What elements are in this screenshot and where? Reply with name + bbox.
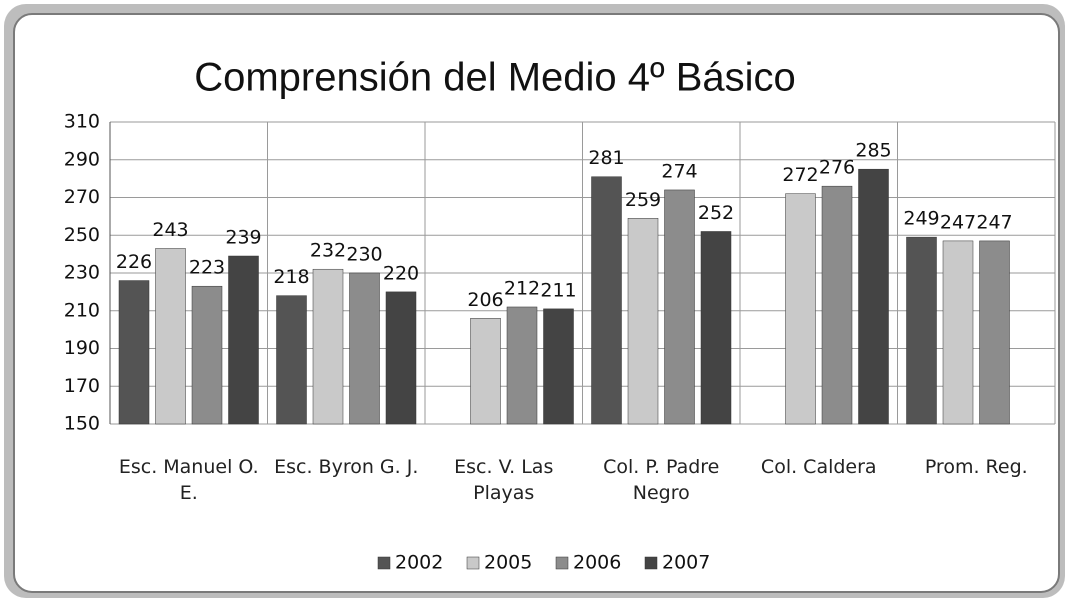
data-label: 230 [346, 244, 382, 266]
bar [664, 189, 695, 425]
bar [118, 280, 150, 425]
frame-inner [13, 13, 1060, 593]
bar [276, 295, 307, 425]
bar [591, 176, 622, 425]
bar [470, 318, 501, 425]
bar [906, 236, 937, 425]
y-tick-label: 150 [64, 413, 100, 435]
legend-label: 2006 [573, 552, 621, 574]
bar [979, 240, 1010, 425]
bar [228, 255, 259, 425]
data-label: 276 [819, 157, 855, 179]
y-tick-label: 170 [64, 375, 100, 397]
bar [155, 248, 186, 425]
bar [543, 308, 574, 425]
data-label: 223 [189, 257, 225, 279]
bar [312, 268, 344, 425]
bar [506, 306, 538, 425]
bar [942, 240, 974, 425]
data-label: 211 [540, 279, 576, 301]
x-tick-label: Prom. Reg. [924, 456, 1028, 478]
bar [858, 168, 889, 425]
data-label: 206 [467, 289, 503, 311]
data-label: 232 [310, 240, 346, 262]
data-label: 249 [903, 208, 939, 230]
x-tick-label: Esc. Byron G. J. [274, 456, 419, 478]
bar [627, 218, 659, 425]
x-tick-label: Col. P. Padre Negro [603, 456, 720, 504]
data-label: 281 [588, 147, 624, 169]
legend-swatch [555, 556, 569, 570]
legend-label: 2005 [484, 552, 532, 574]
y-tick-label: 290 [64, 148, 100, 170]
x-tick-label: Esc. V. Las Playas [454, 456, 554, 504]
data-label: 272 [782, 164, 818, 186]
legend-label: 2007 [662, 552, 710, 574]
bar [700, 231, 732, 425]
data-label: 218 [273, 266, 309, 288]
data-label: 243 [152, 219, 188, 241]
bar [385, 291, 417, 425]
legend-label: 2002 [395, 552, 443, 574]
x-tick-label: Col. Caldera [760, 456, 877, 478]
bar [349, 272, 380, 425]
y-tick-label: 230 [64, 262, 100, 284]
data-label: 285 [855, 140, 891, 162]
legend-swatch [644, 556, 658, 570]
data-label: 212 [504, 277, 540, 299]
data-label: 274 [661, 160, 697, 182]
bar [785, 193, 816, 425]
data-label: 247 [976, 211, 1012, 233]
y-tick-label: 310 [64, 111, 100, 133]
y-tick-label: 190 [64, 337, 100, 359]
y-tick-label: 250 [64, 224, 100, 246]
data-label: 252 [698, 202, 734, 224]
bar [821, 185, 853, 425]
y-tick-label: 270 [64, 186, 100, 208]
legend-swatch [377, 556, 391, 570]
y-tick-label: 210 [64, 299, 100, 321]
chart-title: Comprensión del Medio 4º Básico [194, 56, 796, 100]
legend-swatch [466, 556, 480, 570]
data-label: 226 [116, 251, 152, 273]
data-label: 239 [225, 227, 261, 249]
x-tick-label: Esc. Manuel O. E. [118, 456, 259, 504]
data-label: 220 [383, 262, 419, 284]
bar [191, 285, 223, 425]
data-label: 247 [940, 211, 976, 233]
data-label: 259 [625, 189, 661, 211]
